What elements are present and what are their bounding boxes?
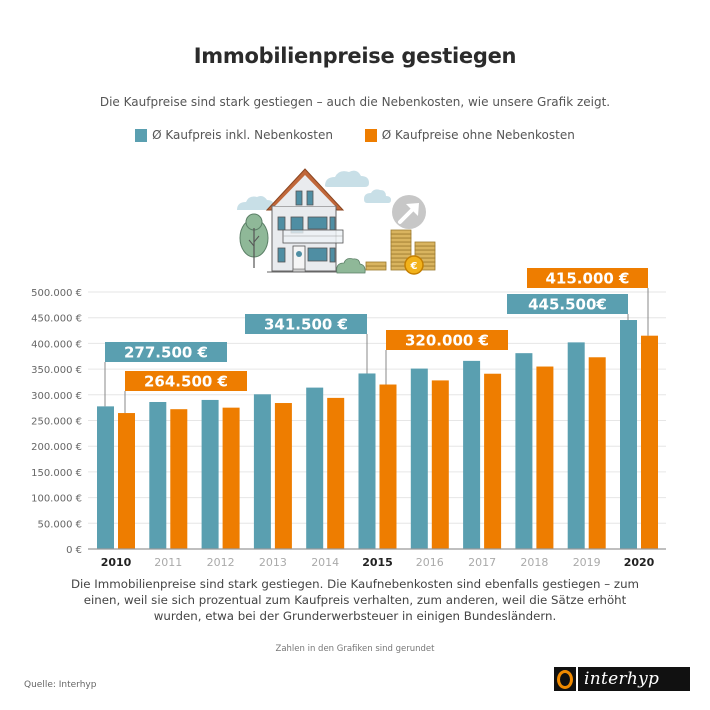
- bar-ohne-2017: [484, 373, 502, 549]
- legend-swatch-teal: [135, 128, 148, 142]
- legend: Ø Kaufpreis inkl. Nebenkosten Ø Kaufprei…: [0, 128, 710, 145]
- description-text: Die Immobilienpreise sind stark gestiege…: [70, 577, 640, 623]
- house-icon: [265, 168, 355, 273]
- y-tick-label: 500.000 €: [31, 288, 82, 299]
- y-tick-label: 400.000 €: [31, 339, 82, 350]
- bar-ohne-2016: [431, 380, 449, 549]
- euro-coin-icon: €: [404, 255, 424, 275]
- logo-ring-icon: [554, 667, 578, 691]
- arrow-up-right-icon: [392, 195, 426, 229]
- bar-ohne-2014: [327, 397, 345, 549]
- annotation-label: 320.000 €: [405, 332, 489, 350]
- bar-ohne-2020: [641, 335, 658, 549]
- bar-inkl-2012: [201, 399, 219, 549]
- y-tick-label: 50.000 €: [37, 519, 82, 530]
- bush-icon: [336, 258, 366, 274]
- x-tick-label: 2019: [573, 556, 601, 569]
- legend-label-ohne: Ø Kaufpreise ohne Nebenkosten: [381, 128, 575, 142]
- chart-title: Immobilienpreise gestiegen: [193, 44, 517, 68]
- x-tick-label: 2016: [416, 556, 444, 569]
- annotation-label: 445.500€: [528, 296, 607, 314]
- y-tick-label: 300.000 €: [31, 391, 82, 402]
- y-tick-label: 0 €: [66, 545, 82, 556]
- source-label: Quelle: Interhyp: [24, 680, 97, 690]
- x-tick-label: 2012: [207, 556, 235, 569]
- svg-text:€: €: [410, 261, 418, 272]
- bar-inkl-2019: [567, 342, 585, 549]
- bar-ohne-2012: [222, 407, 240, 549]
- bar-ohne-2015: [379, 384, 397, 549]
- bar-inkl-2015: [358, 373, 376, 549]
- bar-ohne-2011: [170, 409, 188, 549]
- annotation-label: 277.500 €: [124, 344, 208, 362]
- bar-inkl-2011: [149, 401, 167, 549]
- annotation-box: [105, 342, 227, 362]
- x-tick-label: 2014: [311, 556, 339, 569]
- legend-label-inkl: Ø Kaufpreis inkl. Nebenkosten: [152, 128, 333, 142]
- x-tick-label: 2017: [468, 556, 496, 569]
- annotation-box: [386, 330, 508, 350]
- bar-ohne-2018: [536, 366, 554, 549]
- bar-inkl-2016: [410, 368, 428, 549]
- annotation-box: [507, 294, 628, 314]
- x-tick-label: 2010: [101, 556, 132, 569]
- y-tick-label: 150.000 €: [31, 468, 82, 479]
- y-tick-label: 350.000 €: [31, 365, 82, 376]
- interhyp-logo: interhyp: [554, 667, 690, 691]
- legend-swatch-orange: [364, 128, 377, 142]
- chart-subtitle: Die Kaufpreise sind stark gestiegen – au…: [99, 95, 611, 109]
- logo-text: interhyp: [584, 669, 660, 689]
- bar-ohne-2013: [274, 403, 292, 549]
- x-tick-label: 2015: [362, 556, 393, 569]
- bar-inkl-2017: [463, 360, 481, 549]
- y-tick-label: 200.000 €: [31, 442, 82, 453]
- bar-inkl-2010: [97, 406, 114, 549]
- bar-inkl-2018: [515, 353, 533, 549]
- illustration: €: [237, 168, 436, 275]
- legend-item-ohne: Ø Kaufpreise ohne Nebenkosten: [364, 128, 575, 142]
- y-tick-label: 450.000 €: [31, 314, 82, 325]
- rounding-note: Zahlen in den Grafiken sind gerundet: [275, 644, 435, 654]
- bar-inkl-2014: [306, 387, 324, 549]
- x-tick-label: 2011: [154, 556, 182, 569]
- bar-ohne-2010: [118, 413, 135, 549]
- x-tick-label: 2018: [520, 556, 548, 569]
- annotation-label: 264.500 €: [144, 373, 228, 391]
- annotation-box: [125, 371, 247, 391]
- annotation-label: 415.000 €: [546, 270, 630, 288]
- bar-inkl-2013: [253, 394, 271, 549]
- tree-icon: [239, 213, 269, 268]
- legend-item-inkl: Ø Kaufpreis inkl. Nebenkosten: [135, 128, 333, 142]
- x-tick-label: 2020: [624, 556, 655, 569]
- y-tick-label: 250.000 €: [31, 417, 82, 428]
- bar-inkl-2020: [620, 320, 637, 549]
- coin-stack-icon: [365, 229, 436, 271]
- x-tick-label: 2013: [259, 556, 287, 569]
- annotation-label: 341.500 €: [264, 316, 348, 334]
- annotation-box: [527, 268, 648, 288]
- bar-chart: 0 € 50.000 € 100.000 € 150.000 € 200.000 € 25…: [31, 268, 666, 569]
- y-tick-label: 100.000 €: [31, 494, 82, 505]
- cloud-icon: [237, 170, 391, 210]
- bar-ohne-2019: [588, 357, 606, 549]
- annotation-box: [245, 314, 367, 334]
